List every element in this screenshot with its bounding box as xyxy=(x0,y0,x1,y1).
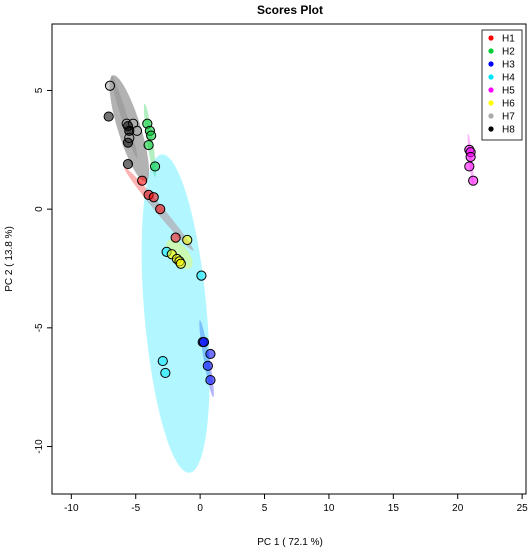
point-h1 xyxy=(155,204,166,215)
legend-label-h1: H1 xyxy=(502,34,515,45)
point-h5 xyxy=(464,161,475,172)
x-tick-label: 20 xyxy=(452,503,464,514)
score-points xyxy=(103,80,479,386)
point-h3 xyxy=(205,374,216,386)
point-h5 xyxy=(465,151,476,163)
x-tick-label: 15 xyxy=(388,503,400,514)
point-h3 xyxy=(205,348,216,360)
legend-marker-h2 xyxy=(488,48,494,54)
legend-marker-h3 xyxy=(488,61,494,67)
legend-marker-h8 xyxy=(488,126,494,132)
point-h6 xyxy=(182,234,193,246)
legend-box xyxy=(481,29,523,141)
legend-marker-h4 xyxy=(488,74,494,80)
point-h8 xyxy=(124,125,135,136)
y-axis-label: PC 2 ( 13.8 %) xyxy=(4,226,15,292)
point-h1 xyxy=(137,175,148,186)
point-h2 xyxy=(149,161,161,172)
legend-marker-h5 xyxy=(488,87,494,93)
ellipse-h6 xyxy=(166,239,193,269)
legend-marker-h1 xyxy=(488,35,494,41)
chart-title: Scores Plot xyxy=(257,3,323,17)
y-tick-label: -10 xyxy=(34,439,45,454)
legend-label-h3: H3 xyxy=(502,60,515,71)
x-tick-label: 0 xyxy=(197,503,203,514)
x-tick-label: 25 xyxy=(517,503,529,514)
legend-label-h5: H5 xyxy=(502,86,515,97)
legend-label-h6: H6 xyxy=(502,99,515,110)
x-tick-label: -10 xyxy=(64,503,79,514)
x-axis: -10 -5 0 5 10 15 20 25 xyxy=(64,494,528,514)
x-axis-label: PC 1 ( 72.1 %) xyxy=(257,537,323,548)
point-h7 xyxy=(104,80,116,91)
y-tick-label: 5 xyxy=(34,87,45,93)
point-h4 xyxy=(157,355,168,367)
x-tick-label: 5 xyxy=(262,503,268,514)
point-h3 xyxy=(202,360,213,371)
legend-label-h7: H7 xyxy=(502,112,515,123)
point-h1 xyxy=(148,192,159,203)
ellipse-h4 xyxy=(141,154,210,473)
point-h8 xyxy=(103,111,114,122)
point-h2 xyxy=(146,130,157,141)
legend-label-h8: H8 xyxy=(502,125,515,136)
plot-frame xyxy=(51,23,527,495)
legend: H1 H2 H3 H4 H5 H6 H7 H8 xyxy=(481,29,523,141)
legend-marker-h7 xyxy=(488,113,494,119)
point-h3 xyxy=(198,336,210,348)
point-h1 xyxy=(170,232,181,243)
y-tick-label: -5 xyxy=(34,323,45,332)
point-h8 xyxy=(122,158,134,170)
legend-label-h4: H4 xyxy=(502,73,515,84)
point-h6 xyxy=(175,258,186,269)
point-h5 xyxy=(468,175,479,186)
point-h4 xyxy=(196,270,207,281)
x-tick-label: 10 xyxy=(323,503,335,514)
legend-label-h2: H2 xyxy=(502,47,515,58)
point-h2 xyxy=(143,139,154,151)
y-tick-label: 0 xyxy=(34,206,45,212)
legend-marker-h6 xyxy=(488,100,494,106)
x-tick-label: -5 xyxy=(131,503,140,514)
point-h8 xyxy=(122,137,134,148)
point-h4 xyxy=(160,367,171,379)
y-axis: 5 0 -5 -10 xyxy=(34,87,52,454)
